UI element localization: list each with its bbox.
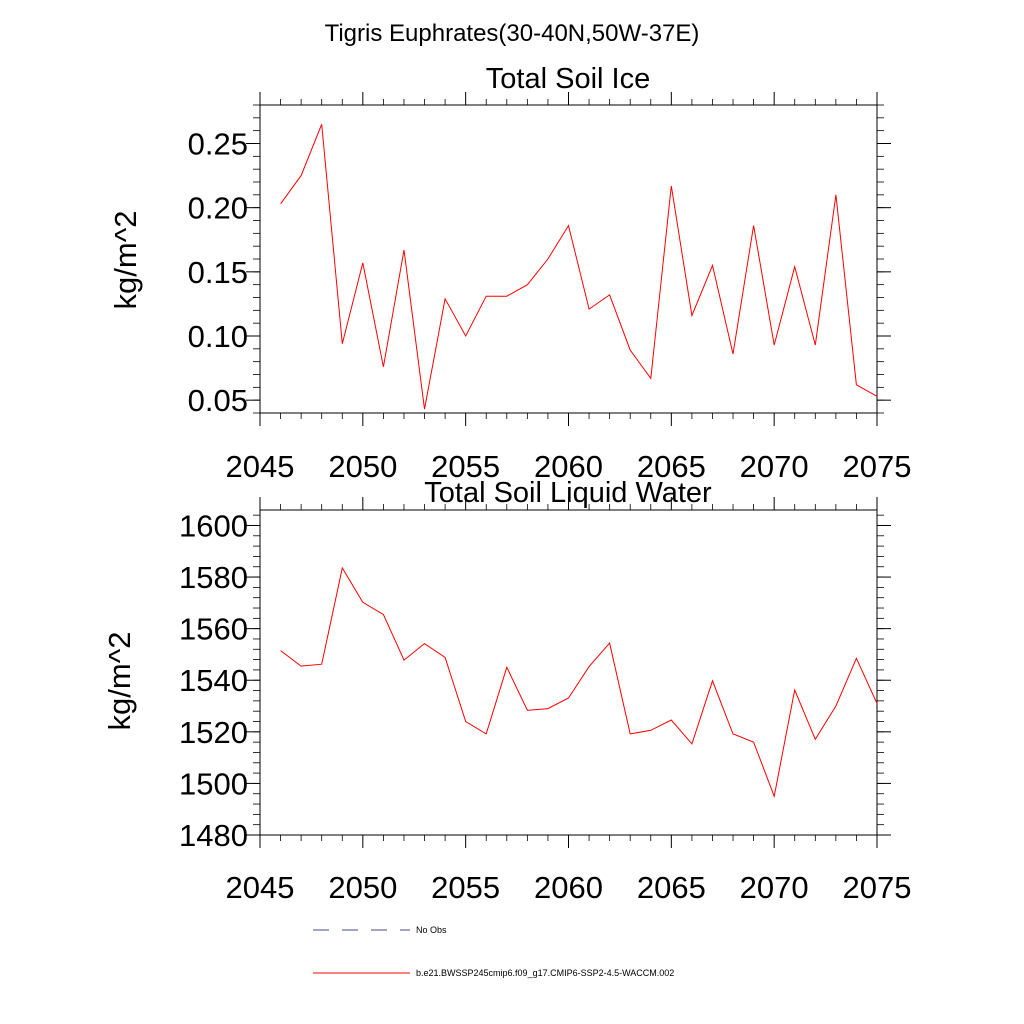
panel-1-ytick-label: 0.15 — [188, 255, 248, 290]
panel-2-xtick-label: 2055 — [431, 870, 500, 905]
panel-2-ylabel: kg/m^2 — [102, 632, 137, 731]
panel-1-ylabel: kg/m^2 — [108, 211, 143, 310]
panel-1-xtick-label: 2070 — [740, 449, 809, 484]
panel-1-series-line — [280, 124, 878, 410]
panel-1-ytick-label: 0.25 — [188, 127, 248, 162]
panel-2-series-line — [280, 566, 878, 799]
panel-2-tick-labels: 2045 2050 2055 2060 2065 2070 2075 1480 1500 1520… — [179, 508, 911, 905]
panel-1-xtick-label: 2075 — [843, 449, 912, 484]
panel-soil-liquid-water: Total Soil Liquid Water kg/m^2 2045 2050 2… — [102, 477, 911, 905]
panel-2-xtick-label: 2060 — [534, 870, 603, 905]
legend-model-label: b.e21.BWSSP245cmip6.f09_g17.CMIP6-SSP2-4… — [416, 968, 674, 978]
panel-2-frame — [259, 509, 878, 836]
panel-2-ytick-label: 1580 — [179, 560, 248, 595]
panel-1-series — [280, 124, 878, 410]
panel-2-ytick-label: 1560 — [179, 612, 248, 647]
panel-1-xtick-label: 2050 — [328, 449, 397, 484]
panel-1-xtick-label: 2045 — [226, 449, 295, 484]
panel-1-xtick-label: 2060 — [534, 449, 603, 484]
panel-2-ytick-label: 1480 — [179, 818, 248, 853]
figure-title: Tigris Euphrates(30-40N,50W-37E) — [325, 20, 700, 47]
panel-2-ytick-label: 1600 — [179, 508, 248, 543]
panel-2-ytick-label: 1540 — [179, 663, 248, 698]
panel-2-ytick-label: 1520 — [179, 715, 248, 750]
panel-2-xtick-label: 2075 — [843, 870, 912, 905]
panel-2-xtick-label: 2045 — [226, 870, 295, 905]
panel-1-xtick-label: 2065 — [637, 449, 706, 484]
panel-2-xtick-label: 2070 — [740, 870, 809, 905]
panel-1-frame — [259, 104, 878, 414]
panel-1-xtick-label: 2055 — [431, 449, 500, 484]
panel-2-series — [280, 566, 878, 799]
panel-2-xtick-label: 2065 — [637, 870, 706, 905]
panel-2-ticks — [246, 497, 891, 848]
panel-1-ticks — [246, 92, 891, 426]
panel-soil-ice: Total Soil Ice kg/m^2 2045 2050 2055 2060 20… — [108, 63, 911, 484]
panel-1-ytick-label: 0.05 — [188, 383, 248, 418]
panel-2-ytick-label: 1500 — [179, 766, 248, 801]
panel-1-title: Total Soil Ice — [486, 63, 650, 95]
legend-no-obs-label: No Obs — [416, 925, 447, 935]
panel-1-ytick-label: 0.20 — [188, 191, 248, 226]
panel-1-ytick-label: 0.10 — [188, 319, 248, 354]
panel-1-tick-labels: 2045 2050 2055 2060 2065 2070 2075 0.05 0.10 0.15… — [188, 127, 912, 485]
panel-2-xtick-label: 2050 — [328, 870, 397, 905]
legend: No Obs b.e21.BWSSP245cmip6.f09_g17.CMIP6… — [313, 925, 674, 978]
